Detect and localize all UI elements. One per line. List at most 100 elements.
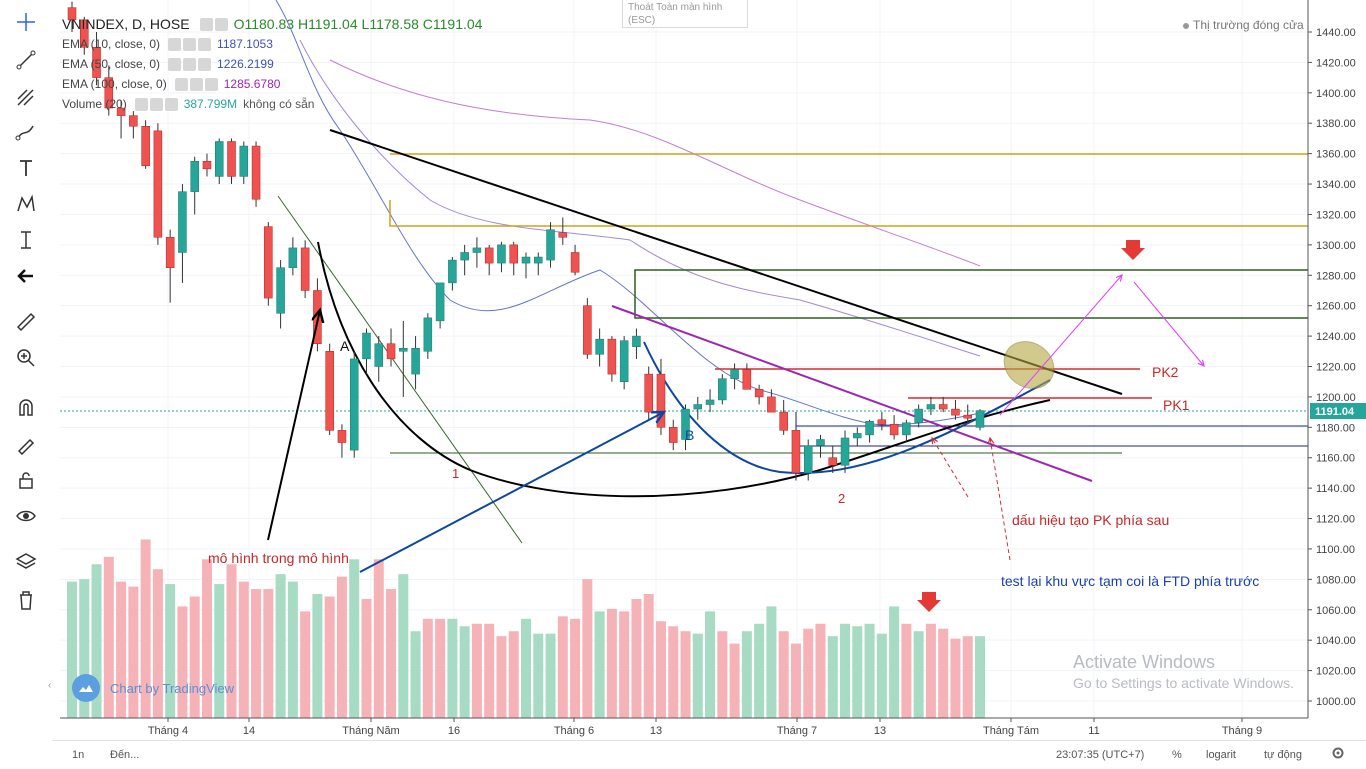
gear-icon[interactable] <box>199 17 213 31</box>
zoom-in-icon[interactable] <box>10 344 42 372</box>
trash-icon[interactable] <box>10 586 42 614</box>
brush-icon[interactable] <box>10 118 42 146</box>
pencil-lock-icon[interactable] <box>10 430 42 458</box>
price-tick-label: 1440.00 <box>1316 27 1356 39</box>
candle <box>889 415 899 440</box>
volume-bar <box>238 581 249 718</box>
candle <box>693 396 703 420</box>
close-icon[interactable] <box>198 57 212 71</box>
candle <box>411 336 420 390</box>
volume-bar <box>79 579 90 718</box>
time-tick-label: Tháng 9 <box>1222 725 1262 737</box>
candle <box>460 244 469 276</box>
gear-icon[interactable] <box>183 57 197 71</box>
candle-body <box>239 145 249 177</box>
indicator-label[interactable]: Volume (20) <box>62 97 127 111</box>
trend-line-icon[interactable] <box>10 46 42 74</box>
pattern-icon[interactable] <box>10 190 42 218</box>
gear-icon[interactable] <box>189 77 203 91</box>
indicator-label[interactable]: EMA (50, close, 0) <box>62 57 161 71</box>
lock-icon[interactable] <box>10 466 42 494</box>
candle <box>129 111 138 139</box>
chart-legend: VNINDEX, D, HOSE O1180.83 H1191.04 L1178… <box>62 14 490 114</box>
gear-icon[interactable] <box>149 97 163 111</box>
price-tick-label: 1400.00 <box>1316 88 1356 100</box>
volume-bar <box>496 636 507 718</box>
candle <box>362 328 371 375</box>
open-value: O1180.83 <box>233 16 295 32</box>
volume-bar <box>913 631 924 718</box>
measure-icon[interactable] <box>10 226 42 254</box>
collapse-toolbar-icon[interactable]: ‹ <box>48 680 52 691</box>
volume-bar <box>925 623 936 718</box>
pk1-label: PK1 <box>1163 397 1190 413</box>
candle-body <box>92 46 101 78</box>
ema-100-line <box>329 59 981 267</box>
auto-toggle[interactable]: tự động <box>1264 749 1302 761</box>
volume-bar <box>680 631 691 718</box>
indicator-buttons <box>174 77 218 91</box>
volume-bar <box>373 559 384 718</box>
symbol-name[interactable]: VNINDEX, D, HOSE <box>62 16 190 32</box>
text-icon[interactable] <box>10 154 42 182</box>
candle-body <box>975 410 985 428</box>
exit-fullscreen-tooltip[interactable]: Thoát Toàn màn hình (ESC) <box>622 0 748 28</box>
candle-body <box>67 7 77 21</box>
candle <box>386 328 396 367</box>
eye-icon[interactable] <box>10 502 42 530</box>
crosshair-icon[interactable] <box>10 8 42 36</box>
settings-gear-icon[interactable] <box>1331 746 1345 763</box>
candle <box>92 32 101 86</box>
close-icon[interactable] <box>198 37 212 51</box>
candle-body <box>902 422 911 436</box>
candle <box>153 123 163 245</box>
close-icon[interactable] <box>214 17 228 31</box>
candle <box>116 100 126 139</box>
layers-icon[interactable] <box>10 548 42 576</box>
tradingview-cloud-icon <box>72 674 100 702</box>
market-status-label: Thị trường đóng cửa <box>1193 18 1304 32</box>
candle-body <box>337 430 347 443</box>
volume-bar <box>570 618 581 718</box>
price-chart[interactable]: A B 1 2 PK1 PK2 mô hình trong mô hình dấu hiệu … <box>52 0 1366 740</box>
indicator-label[interactable]: EMA (100, close, 0) <box>62 77 167 91</box>
candle <box>300 240 310 299</box>
time-tick-label: Tháng Năm <box>342 725 399 737</box>
volume-bar <box>545 633 556 718</box>
candle <box>607 336 617 382</box>
goto-button[interactable]: Đến... <box>110 749 140 761</box>
channel-line <box>611 305 1093 482</box>
price-tick-label: 1080.00 <box>1316 574 1356 586</box>
eye-icon[interactable] <box>168 57 182 71</box>
candle-series <box>67 1 985 481</box>
gear-icon[interactable] <box>183 37 197 51</box>
percent-toggle[interactable]: % <box>1172 749 1182 761</box>
close-icon[interactable] <box>204 77 218 91</box>
candle <box>742 363 752 390</box>
indicator-buttons <box>168 57 212 71</box>
candle <box>877 412 887 431</box>
indicator-value: 1187.1053 <box>217 37 273 51</box>
ruler-icon[interactable] <box>10 308 42 336</box>
magnet-icon[interactable] <box>10 394 42 422</box>
indicator-label[interactable]: EMA (10, close, 0) <box>62 37 161 51</box>
eye-icon[interactable] <box>168 37 182 51</box>
candle <box>472 237 482 268</box>
volume-bar <box>962 636 973 718</box>
price-tick-label: 1060.00 <box>1316 605 1356 617</box>
pitchfork-icon[interactable] <box>10 84 42 112</box>
candle <box>583 298 592 359</box>
volume-bar <box>91 564 102 718</box>
interval-button[interactable]: 1n <box>72 749 85 761</box>
eye-icon[interactable] <box>174 77 188 91</box>
candle-body <box>914 408 923 424</box>
log-toggle[interactable]: logarit <box>1206 749 1236 761</box>
volume-bar <box>790 643 801 718</box>
close-icon[interactable] <box>164 97 178 111</box>
back-arrow-icon[interactable] <box>10 262 42 290</box>
eye-icon[interactable] <box>134 97 148 111</box>
candle-body <box>632 335 641 347</box>
tradingview-brand[interactable]: Chart by TradingView <box>72 674 234 702</box>
volume-bar <box>177 606 188 718</box>
price-tick-label: 1000.00 <box>1316 696 1356 708</box>
